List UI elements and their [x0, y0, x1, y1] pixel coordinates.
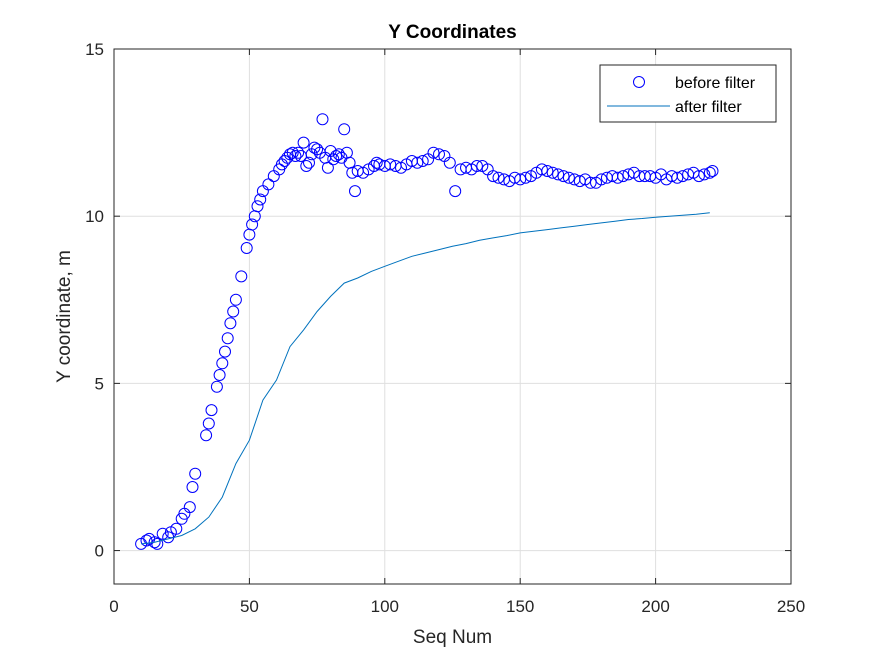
data-point-before-filter: [514, 173, 527, 186]
data-point-before-filter: [321, 161, 334, 174]
ticks: 0 50 100 150 200 250 0 5 10 15: [85, 40, 805, 616]
data-point-before-filter: [311, 143, 324, 156]
legend-box: [599, 64, 777, 123]
legend-label: after filter: [675, 99, 742, 116]
data-point-before-filter: [552, 168, 565, 181]
data-point-before-filter: [698, 168, 711, 181]
data-point-before-filter: [227, 305, 240, 318]
data-point-before-filter: [535, 163, 548, 176]
legend-swatch-before-filter: [633, 76, 645, 88]
data-point-before-filter: [205, 404, 218, 417]
data-point-before-filter: [370, 156, 383, 169]
y-axis-label: Y coordinate, m: [54, 250, 75, 383]
axes-box: [113, 48, 792, 585]
x-axis-label: Seq Num: [413, 627, 492, 648]
data-point-before-filter: [316, 113, 329, 126]
data-point-before-filter: [557, 170, 570, 183]
data-point-before-filter: [349, 185, 361, 198]
data-point-before-filter: [235, 270, 248, 283]
data-point-before-filter: [202, 417, 215, 430]
data-point-before-filter: [183, 501, 196, 514]
legend-label: before filter: [675, 75, 756, 92]
data-point-before-filter: [216, 357, 229, 370]
legend: before filter after filter: [599, 64, 777, 123]
series-layer: [135, 113, 719, 550]
chart-title: Y Coordinates: [388, 22, 516, 43]
data-point-before-filter: [332, 148, 345, 161]
x-tick-label: 200: [641, 597, 669, 616]
data-point-before-filter: [692, 170, 705, 183]
data-point-before-filter: [617, 170, 630, 183]
data-point-before-filter: [210, 380, 223, 393]
y-tick-label: 10: [85, 207, 104, 226]
data-point-before-filter: [229, 293, 242, 306]
data-point-before-filter: [676, 170, 689, 183]
data-point-before-filter: [221, 332, 234, 345]
data-point-before-filter: [297, 136, 310, 149]
data-point-before-filter: [470, 160, 483, 172]
y-tick-label: 5: [95, 374, 104, 393]
data-point-before-filter: [433, 148, 445, 161]
data-point-before-filter: [292, 146, 305, 159]
data-point-before-filter: [384, 158, 397, 171]
data-point-before-filter: [219, 345, 231, 358]
data-point-before-filter: [303, 156, 315, 169]
data-point-before-filter: [595, 173, 608, 186]
data-point-before-filter: [541, 165, 554, 177]
y-tick-label: 15: [85, 40, 104, 59]
data-point-before-filter: [487, 170, 500, 183]
data-point-before-filter: [703, 166, 716, 179]
data-point-before-filter: [330, 150, 343, 162]
data-point-before-filter: [289, 150, 302, 162]
data-point-before-filter: [286, 146, 299, 159]
data-point-before-filter: [671, 171, 684, 184]
data-point-before-filter: [611, 171, 624, 184]
data-point-before-filter: [246, 218, 259, 231]
y-tick-label: 0: [95, 542, 104, 561]
data-point-before-filter: [189, 467, 202, 480]
data-point-before-filter: [411, 156, 424, 169]
series-line-after-filter: [141, 212, 710, 545]
data-point-before-filter: [151, 537, 164, 550]
x-tick-label: 150: [506, 597, 534, 616]
data-point-before-filter: [519, 171, 532, 184]
data-point-before-filter: [427, 146, 440, 159]
x-tick-label: 100: [371, 597, 399, 616]
data-point-before-filter: [186, 481, 199, 493]
data-point-before-filter: [254, 193, 267, 206]
data-point-before-filter: [546, 166, 559, 179]
data-point-before-filter: [449, 185, 462, 198]
data-point-before-filter: [224, 317, 237, 330]
data-point-before-filter: [706, 165, 719, 177]
plot-area: [114, 49, 791, 584]
data-point-before-filter: [492, 171, 505, 184]
x-tick-label: 0: [109, 597, 118, 616]
data-point-before-filter: [200, 429, 213, 442]
data-point-before-filter: [562, 171, 575, 184]
data-point-before-filter: [262, 178, 275, 191]
data-point-before-filter: [584, 176, 597, 189]
data-point-before-filter: [170, 522, 183, 535]
data-point-before-filter: [140, 534, 153, 547]
data-point-before-filter: [300, 160, 313, 172]
data-point-before-filter: [338, 123, 351, 136]
data-point-before-filter: [213, 369, 226, 381]
data-point-before-filter: [148, 536, 161, 549]
data-point-before-filter: [443, 156, 456, 169]
data-point-before-filter: [416, 155, 429, 167]
x-tick-label: 50: [240, 597, 259, 616]
x-tick-label: 250: [777, 597, 805, 616]
data-point-before-filter: [240, 242, 253, 254]
data-point-before-filter: [251, 200, 264, 213]
